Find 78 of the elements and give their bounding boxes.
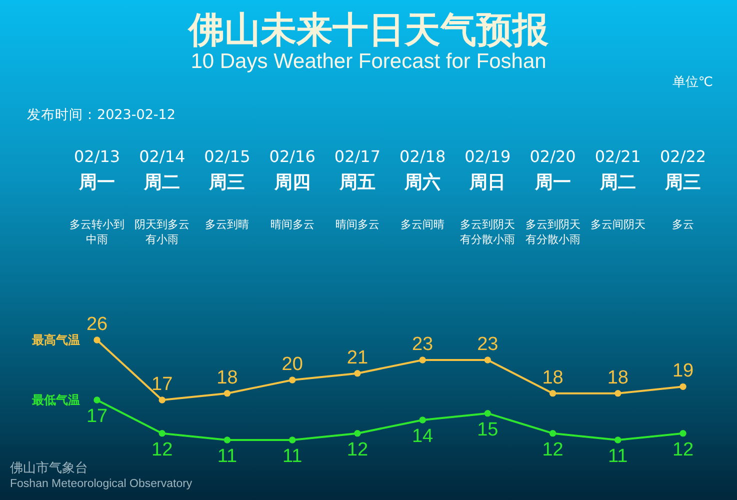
data-label: 12 (152, 439, 173, 460)
text: 周四 (273, 172, 310, 193)
text: 发布时间：2023-02-12 (27, 107, 176, 123)
text: 周六 (404, 172, 441, 193)
text: 佛山市气象台 (10, 461, 88, 476)
x-tick-label: 02/18 (400, 147, 446, 166)
x-tick-label: 02/16 (269, 147, 316, 166)
point (158, 430, 166, 437)
data-label: 12 (542, 439, 564, 460)
x-tick-label: 02/14 (139, 147, 186, 166)
text: 晴间多云 (270, 218, 314, 231)
point (419, 416, 426, 424)
point (158, 396, 166, 404)
text: 周一 (78, 172, 115, 193)
data-label: 17 (86, 406, 108, 427)
data-label: 14 (412, 426, 434, 447)
text: 多云间晴 (400, 218, 445, 231)
point (614, 390, 622, 397)
data-label: 19 (672, 360, 694, 382)
data-label: 11 (282, 446, 302, 467)
point (94, 336, 100, 344)
point (354, 430, 361, 437)
data-label: 21 (346, 347, 368, 368)
text: 周三 (208, 172, 246, 193)
text: 晴间多云 (335, 218, 380, 231)
data-label: 17 (152, 374, 173, 395)
text: 多云转小到中雨 (70, 218, 124, 246)
point (224, 436, 231, 444)
data-label: 18 (542, 367, 564, 388)
series-label: 最低气温 (31, 393, 80, 407)
text: Foshan Meteorological Observatory (10, 478, 192, 490)
x-tick-label: 02/22 (660, 147, 706, 166)
text: 多云间阴天 (590, 218, 646, 231)
data-label: 11 (217, 446, 238, 467)
chart-title: 佛山未来十日天气预报 (186, 10, 550, 51)
text: 阴天到多云有小雨 (134, 218, 190, 246)
point (680, 430, 686, 437)
text: 多云到阴天有分散小雨 (525, 218, 580, 246)
point (484, 356, 492, 364)
x-tick-label: 02/20 (530, 147, 576, 166)
data-label: 11 (608, 446, 628, 467)
data-label: 26 (86, 314, 108, 335)
data-label: 12 (346, 439, 368, 460)
x-tick-label: 02/17 (334, 147, 380, 166)
point (549, 390, 556, 397)
text: 周五 (338, 172, 376, 193)
text: 多云到晴 (205, 218, 250, 231)
point (354, 370, 361, 377)
x-tick-label: 02/13 (74, 147, 120, 166)
data-label: 23 (412, 334, 434, 355)
series-label: 最高气温 (31, 333, 80, 347)
text: 周日 (468, 172, 506, 193)
x-tick-label: 02/15 (204, 147, 250, 166)
point (484, 410, 492, 417)
text: 周三 (664, 172, 701, 193)
text: 多云 (672, 218, 694, 231)
x-tick-label: 02/21 (594, 147, 641, 166)
data-label: 12 (672, 439, 694, 460)
data-label: 18 (607, 367, 628, 388)
data-label: 15 (477, 419, 498, 440)
point (549, 430, 556, 437)
text: 多云到阴天有分散小雨 (460, 218, 516, 246)
point (94, 396, 100, 404)
data-label: 20 (282, 354, 303, 375)
data-label: 23 (477, 334, 498, 355)
point (419, 356, 426, 364)
point (680, 383, 686, 390)
point (288, 376, 296, 384)
point (288, 436, 296, 444)
chart-subtitle: 10 Days Weather Forecast for Foshan (190, 50, 546, 73)
point (614, 436, 622, 444)
text: 周一 (534, 172, 571, 193)
data-label: 18 (216, 367, 238, 388)
x-tick-label: 02/19 (464, 147, 511, 166)
point (224, 390, 231, 397)
text: 单位℃ (672, 75, 713, 90)
text: 周二 (598, 172, 636, 193)
text: 周二 (143, 172, 180, 193)
